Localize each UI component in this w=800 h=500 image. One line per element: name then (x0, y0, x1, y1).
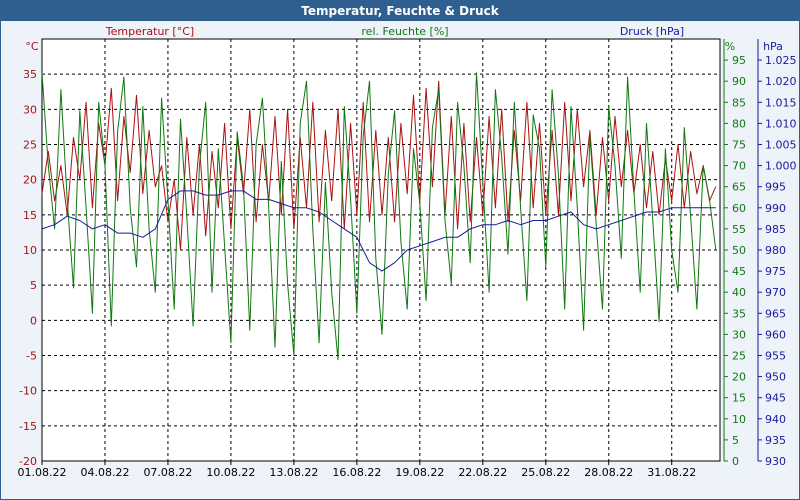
temperature-tick-label: 20 (23, 174, 37, 187)
humidity-tick-label: 50 (732, 244, 746, 257)
x-tick-label: 04.08.22 (80, 466, 129, 479)
grid-lines (42, 39, 720, 461)
humidity-tick-label: 0 (732, 455, 739, 468)
humidity-tick-label: 20 (732, 371, 746, 384)
humidity-tick-label: 5 (732, 434, 739, 447)
pressure-tick-label: 975 (765, 265, 786, 278)
temperature-tick-label: 0 (30, 314, 37, 327)
temperature-series-line (41, 80, 717, 251)
humidity-tick-label: 85 (732, 96, 746, 109)
axes-layer: -20 -15 -10 -5 0 5 10 15 20 25 30 35 01.08.22 04.08.2… (18, 39, 797, 479)
humidity-tick-label: 55 (732, 223, 746, 236)
humidity-tick-label: 35 (732, 307, 746, 320)
temperature-tick-label: 25 (23, 139, 37, 152)
pressure-tick-label: 935 (765, 434, 786, 447)
humidity-tick-label: 30 (732, 328, 746, 341)
x-tick-label: 01.08.22 (18, 466, 67, 479)
pressure-tick-label: 995 (765, 181, 786, 194)
humidity-tick-label: 60 (732, 202, 746, 215)
pressure-tick-label: 1.005 (765, 139, 797, 152)
humidity-tick-label: 95 (732, 54, 746, 67)
pressure-tick-label: 985 (765, 223, 786, 236)
temperature-tick-label: 15 (23, 209, 37, 222)
pressure-series-line (41, 190, 716, 272)
pressure-tick-label: 980 (765, 244, 786, 257)
chart-title: Temperatur, Feuchte & Druck (1, 1, 799, 21)
humidity-tick-label: 45 (732, 265, 746, 278)
humidity-axis-label: rel. Feuchte [%] (361, 25, 448, 38)
temperature-tick-label: -5 (26, 350, 37, 363)
humidity-tick-label: 15 (732, 392, 746, 405)
temperature-tick-label: 30 (23, 103, 37, 116)
pressure-tick-label: 955 (765, 350, 786, 363)
pressure-tick-label: 940 (765, 413, 786, 426)
humidity-series-line (41, 72, 717, 361)
pressure-tick-label: 970 (765, 286, 786, 299)
pressure-tick-label: 930 (765, 455, 786, 468)
x-tick-label: 25.08.22 (521, 466, 570, 479)
humidity-tick-label: 25 (732, 350, 746, 363)
temperature-tick-label: -20 (19, 455, 37, 468)
temperature-axis-label: Temperatur [°C] (105, 25, 194, 38)
pressure-axis-label: Druck [hPa] (620, 25, 684, 38)
pressure-tick-label: 1.025 (765, 54, 797, 67)
humidity-tick-label: 90 (732, 75, 746, 88)
pressure-tick-label: 1.020 (765, 75, 797, 88)
x-tick-label: 28.08.22 (584, 466, 633, 479)
pressure-tick-label: 1.010 (765, 117, 797, 130)
humidity-tick-label: 40 (732, 286, 746, 299)
humidity-unit: % (725, 40, 735, 53)
x-tick-label: 19.08.22 (395, 466, 444, 479)
temperature-tick-label: -15 (19, 420, 37, 433)
pressure-tick-label: 990 (765, 202, 786, 215)
x-tick-label: 13.08.22 (269, 466, 318, 479)
humidity-tick-label: 10 (732, 413, 746, 426)
pressure-tick-label: 960 (765, 328, 786, 341)
x-tick-label: 07.08.22 (143, 466, 192, 479)
x-tick-label: 16.08.22 (332, 466, 381, 479)
pressure-tick-label: 950 (765, 371, 786, 384)
series-layer (41, 72, 717, 361)
humidity-tick-label: 75 (732, 139, 746, 152)
pressure-tick-label: 1.000 (765, 160, 797, 173)
temperature-tick-label: -10 (19, 385, 37, 398)
pressure-unit: hPa (763, 40, 783, 53)
pressure-tick-label: 965 (765, 307, 786, 320)
humidity-tick-label: 70 (732, 160, 746, 173)
x-tick-label: 31.08.22 (647, 466, 696, 479)
pressure-tick-label: 1.015 (765, 96, 797, 109)
temperature-tick-label: 5 (30, 279, 37, 292)
pressure-tick-label: 945 (765, 392, 786, 405)
temperature-tick-label: 35 (23, 68, 37, 81)
humidity-tick-label: 65 (732, 181, 746, 194)
x-tick-label: 10.08.22 (206, 466, 255, 479)
temperature-tick-label: 10 (23, 244, 37, 257)
temperature-unit: °C (25, 40, 39, 53)
humidity-tick-label: 80 (732, 117, 746, 130)
x-tick-label: 22.08.22 (458, 466, 507, 479)
